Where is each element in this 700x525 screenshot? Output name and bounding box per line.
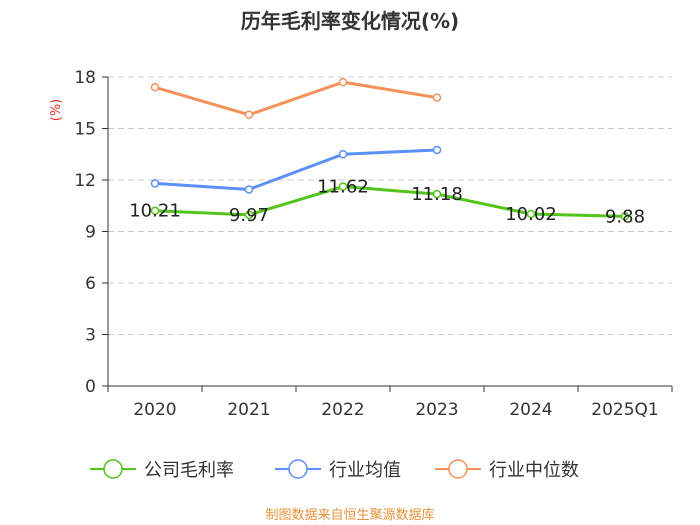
data-point [620, 212, 630, 221]
y-tick-label: 3 [85, 326, 96, 346]
series-line [153, 185, 627, 218]
data-point [244, 210, 254, 220]
data-label: 11.62 [317, 177, 369, 198]
data-point [150, 83, 160, 92]
legend-marker [103, 459, 123, 479]
x-tick-label: 2021 [227, 400, 270, 420]
series-line [153, 80, 439, 117]
data-label: 9.88 [605, 206, 645, 227]
y-axis-label: (%) [49, 99, 64, 122]
x-tick-label: 2024 [509, 400, 552, 420]
data-point [338, 150, 348, 159]
data-label: 9.97 [229, 205, 269, 226]
legend-label: 行业均值 [329, 460, 401, 481]
x-tick-label: 2023 [415, 400, 458, 420]
data-point [244, 185, 254, 194]
source-note: 制图数据来自恒生聚源数据库 [265, 507, 434, 523]
data-point [432, 93, 442, 102]
data-point [526, 209, 536, 219]
x-tick-label: 2020 [133, 400, 176, 420]
chart-title: 历年毛利率变化情况(%) [241, 9, 459, 33]
y-tick-label: 0 [85, 377, 96, 397]
data-label: 10.21 [129, 201, 181, 222]
data-point [244, 110, 254, 120]
y-tick-label: 6 [85, 274, 96, 294]
y-tick-label: 18 [74, 68, 96, 88]
grid-lines [108, 76, 672, 335]
legend-marker [448, 459, 468, 479]
x-tick-label: 2025Q1 [591, 400, 658, 420]
data-point [432, 189, 442, 199]
data-point [432, 145, 442, 155]
legend-label: 公司毛利率 [144, 460, 234, 481]
data-point [150, 206, 160, 215]
legend-label: 行业中位数 [489, 460, 579, 481]
y-tick-label: 9 [85, 223, 96, 243]
axes: 0 3 6 9 12 15 18 2020 2021 2022 2023 2024 2025Q1 [74, 68, 673, 420]
data-point [150, 179, 160, 188]
data-point [338, 182, 348, 191]
y-tick-label: 12 [74, 171, 96, 191]
data-label: 10.02 [505, 204, 557, 225]
y-tick-label: 15 [74, 120, 96, 140]
series-lines [150, 77, 630, 221]
legend: 公司毛利率 行业均值 行业中位数 [90, 459, 579, 481]
x-tick-label: 2022 [321, 400, 364, 420]
legend-marker [288, 459, 308, 479]
series-line [153, 148, 439, 191]
data-labels: 10.21 9.97 11.62 11.18 10.02 9.88 [129, 177, 645, 228]
data-point [338, 77, 348, 87]
data-label: 11.18 [411, 184, 463, 205]
